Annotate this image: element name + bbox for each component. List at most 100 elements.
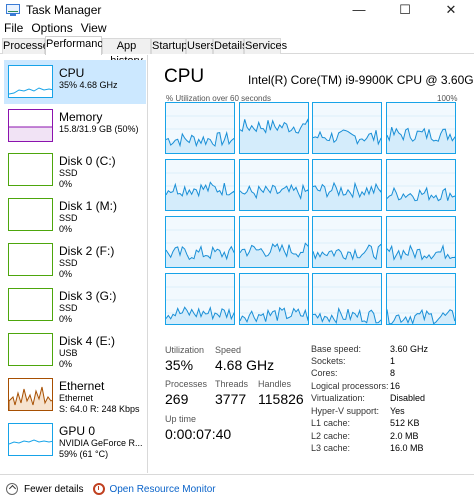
sidebar-item-detail: SSD: [59, 168, 78, 178]
cpu-thumbnail-graph: [8, 65, 53, 98]
disk-thumbnail-graph: [8, 243, 53, 276]
sidebar-item-cpu[interactable]: CPU 35% 4.68 GHz: [4, 60, 146, 104]
minimize-button[interactable]: —: [352, 2, 366, 17]
sidebar-item-detail: S: 64.0 R: 248 Kbps: [59, 404, 140, 414]
disk-thumbnail-graph: [8, 288, 53, 321]
spec-label: Logical processors:: [311, 381, 389, 391]
sidebar-item-detail: 0%: [59, 269, 73, 279]
tab-details[interactable]: Details: [213, 38, 248, 54]
handles-value: 115826: [258, 391, 304, 407]
utilization-label: Utilization: [165, 345, 205, 355]
memory-thumbnail-graph: [8, 109, 53, 142]
spec-value: 3.60 GHz: [390, 344, 429, 354]
open-resource-monitor-link[interactable]: Open Resource Monitor: [93, 483, 216, 495]
fewer-details-link[interactable]: Fewer details: [6, 483, 83, 495]
logical-processor-graph: [312, 102, 382, 154]
close-button[interactable]: ✕: [445, 2, 457, 17]
sidebar-item-disk4[interactable]: Disk 4 (E:) USB 0%: [4, 328, 146, 372]
utilization-value: 35%: [165, 357, 194, 373]
spec-label: Sockets:: [311, 356, 346, 366]
task-manager-icon: [5, 2, 21, 18]
menu-view[interactable]: View: [80, 21, 107, 35]
title-bar: Task Manager — ☐ ✕: [0, 0, 474, 20]
sidebar-item-detail: 0%: [59, 314, 73, 324]
gpu-thumbnail-graph: [8, 423, 53, 456]
tab-users[interactable]: Users: [186, 38, 216, 54]
disk-thumbnail-graph: [8, 333, 53, 366]
disk-thumbnail-graph: [8, 198, 53, 231]
sidebar-item-detail: 0%: [59, 179, 73, 189]
handles-label: Handles: [258, 379, 292, 389]
processes-label: Processes: [165, 379, 208, 389]
logical-processor-graph: [238, 159, 309, 211]
sidebar-item-disk3[interactable]: Disk 3 (G:) SSD 0%: [4, 283, 146, 327]
sidebar-item-detail: SSD: [59, 303, 78, 313]
sidebar-item-disk2[interactable]: Disk 2 (F:) SSD 0%: [4, 238, 146, 282]
logical-processor-graph: [312, 216, 382, 268]
tab-processes[interactable]: Processes: [2, 38, 55, 54]
sidebar-item-detail: NVIDIA GeForce R...: [59, 438, 143, 448]
disk-thumbnail-graph: [8, 153, 53, 186]
sidebar-item-detail: Ethernet: [59, 393, 94, 403]
logical-processor-graph: [312, 159, 382, 211]
sidebar-item-title: Disk 1 (M:): [59, 199, 117, 213]
spec-value: 8: [390, 368, 396, 378]
logical-processor-graph: [385, 216, 456, 268]
spec-label: L3 cache:: [311, 443, 351, 453]
logical-processor-graph: [385, 159, 456, 211]
logical-processor-graph: [165, 273, 235, 325]
sidebar-item-detail: SSD: [59, 213, 78, 223]
tab-app-history[interactable]: App history: [102, 38, 151, 67]
tab-performance[interactable]: Performance: [45, 36, 109, 55]
sidebar-item-title: GPU 0: [59, 424, 96, 438]
resource-monitor-icon: [93, 483, 106, 495]
resource-monitor-label: Open Resource Monitor: [109, 483, 216, 495]
threads-value: 3777: [215, 391, 247, 407]
processes-value: 269: [165, 391, 189, 407]
sidebar-item-gpu0[interactable]: GPU 0 NVIDIA GeForce R... 59% (61 °C): [4, 418, 146, 462]
sidebar-item-title: Ethernet: [59, 379, 105, 393]
window-title: Task Manager: [26, 3, 102, 17]
sidebar-item-title: CPU: [59, 66, 85, 80]
spec-value: 16: [390, 381, 401, 391]
page-title: CPU: [164, 66, 205, 87]
spec-label: Virtualization:: [311, 393, 365, 403]
logical-processor-graph: [238, 216, 309, 268]
spec-label: Hyper-V support:: [311, 406, 380, 416]
sidebar-item-ethernet[interactable]: Ethernet Ethernet S: 64.0 R: 248 Kbps: [4, 373, 146, 417]
sidebar-item-disk0[interactable]: Disk 0 (C:) SSD 0%: [4, 148, 146, 192]
logical-processor-graph: [238, 273, 309, 325]
logical-processor-graph: [385, 273, 456, 325]
ethernet-thumbnail-graph: [8, 378, 53, 411]
logical-processor-graph: [165, 159, 235, 211]
fewer-details-label: Fewer details: [24, 483, 84, 495]
sidebar-item-detail: 0%: [59, 224, 73, 234]
sidebar-item-title: Memory: [59, 110, 103, 124]
sidebar-item-detail: 15.8/31.9 GB (50%): [59, 124, 139, 134]
spec-value: 2.0 MB: [390, 431, 419, 441]
spec-value: 1: [390, 356, 396, 366]
maximize-button[interactable]: ☐: [399, 2, 411, 17]
resource-sidebar: CPU 35% 4.68 GHz Memory 15.8/31.9 GB (50…: [0, 55, 148, 473]
spec-label: Cores:: [311, 368, 338, 378]
spec-value: 16.0 MB: [390, 443, 424, 453]
menu-file[interactable]: File: [4, 21, 24, 35]
spec-value: 512 KB: [390, 418, 420, 428]
menu-bar: File Options View: [0, 20, 474, 36]
logical-processor-graph: [238, 102, 309, 154]
threads-label: Threads: [215, 379, 249, 389]
sidebar-item-disk1[interactable]: Disk 1 (M:) SSD 0%: [4, 193, 146, 237]
sidebar-item-detail: SSD: [59, 258, 78, 268]
tab-services[interactable]: Services: [244, 38, 288, 54]
graph-max-label: 100%: [437, 94, 458, 103]
logical-processor-graph: [165, 216, 235, 268]
graph-caption: % Utilization over 60 seconds: [166, 94, 271, 103]
menu-options[interactable]: Options: [31, 21, 73, 35]
sidebar-item-detail: 59% (61 °C): [59, 449, 109, 459]
sidebar-item-memory[interactable]: Memory 15.8/31.9 GB (50%): [4, 104, 146, 148]
sidebar-item-title: Disk 3 (G:): [59, 289, 117, 303]
speed-label: Speed: [215, 345, 242, 355]
speed-value: 4.68 GHz: [215, 357, 275, 373]
tab-startup[interactable]: Startup: [151, 38, 188, 54]
spec-value: Yes: [390, 406, 405, 416]
